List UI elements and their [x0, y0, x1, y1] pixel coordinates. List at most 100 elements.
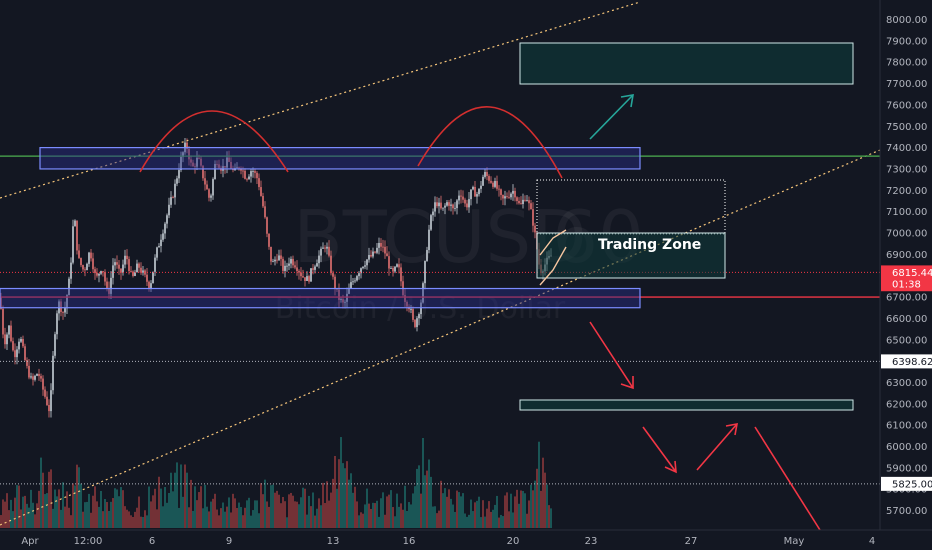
volume-bar	[530, 484, 532, 528]
candle-body	[12, 341, 14, 351]
volume-bar	[290, 492, 292, 528]
channel-upper-line	[0, 1, 641, 199]
volume-bar	[98, 506, 100, 528]
volume-bar	[510, 493, 512, 528]
candle-body	[476, 194, 478, 197]
target-zone-lower[interactable]	[519, 399, 854, 411]
candle-body	[380, 242, 382, 247]
volume-bar	[458, 492, 460, 528]
volume-bar	[536, 468, 538, 528]
volume-bar	[224, 511, 226, 528]
volume-bar	[526, 513, 528, 528]
volume-bar	[84, 502, 86, 528]
volume-bar	[88, 493, 90, 528]
candle-body	[456, 200, 458, 209]
time-axis[interactable]: Apr 12:00 6 9 13 16 20 23 27 May 4	[21, 536, 875, 547]
volume-bar	[394, 516, 396, 528]
volume-bar	[350, 473, 352, 528]
candle-body	[498, 188, 500, 190]
volume-bar	[188, 507, 190, 528]
candle-body	[444, 205, 446, 208]
volume-bar	[480, 517, 482, 528]
candle-body	[354, 280, 356, 282]
candle-body	[436, 202, 438, 207]
volume-bar	[488, 501, 490, 528]
volume-bar	[490, 511, 492, 528]
candle-body	[124, 255, 126, 265]
trading-zone-box[interactable]	[536, 232, 726, 279]
candle-body	[326, 246, 328, 249]
volume-bar	[194, 486, 196, 528]
volume-bar	[10, 499, 12, 528]
volume-bar	[384, 514, 386, 528]
volume-bar	[392, 507, 394, 528]
price-tag-label: 01:38	[892, 280, 921, 291]
candle-body	[176, 178, 178, 184]
candle-body	[44, 389, 46, 397]
candle-body	[134, 272, 136, 276]
volume-bar	[372, 502, 374, 528]
candle-body	[480, 185, 482, 189]
volume-bar	[142, 516, 144, 528]
candle-body	[206, 184, 208, 190]
candle-body	[496, 181, 498, 189]
volume-bar	[494, 504, 496, 528]
candle-body	[194, 166, 196, 168]
volume-bar	[260, 483, 262, 528]
volume-bar	[544, 472, 546, 528]
candle-body	[250, 171, 252, 177]
target-zone-upper[interactable]	[519, 42, 854, 85]
support-band[interactable]	[0, 287, 641, 309]
candle-body	[128, 259, 130, 271]
volume-bar	[22, 496, 24, 528]
volume-bar	[450, 498, 452, 528]
volume-bar	[550, 508, 552, 528]
candle-body	[278, 255, 280, 261]
candle-body	[396, 264, 398, 267]
candle-body	[530, 203, 532, 210]
candle-body	[0, 297, 2, 309]
volume-bar	[366, 488, 368, 528]
candle-body	[430, 215, 432, 230]
candle-body	[490, 180, 492, 183]
volume-bar	[70, 515, 72, 528]
candle-body	[474, 186, 476, 197]
volume-bar	[102, 511, 104, 528]
volume-bar	[156, 509, 158, 528]
candle-body	[118, 264, 120, 269]
volume-bar	[210, 501, 212, 528]
candle-body	[398, 264, 400, 268]
arrow-down-red-2	[642, 426, 677, 474]
candle-body	[180, 156, 182, 171]
volume-bar	[470, 499, 472, 528]
volume-bar	[60, 509, 62, 528]
volume-bar	[184, 464, 186, 528]
candle-body	[348, 287, 350, 294]
x-tick-label: 23	[585, 536, 598, 547]
volume-bar	[498, 517, 500, 528]
volume-bar	[64, 506, 66, 528]
candle-body	[28, 365, 30, 378]
volume-bar	[518, 503, 520, 528]
volume-bar	[216, 509, 218, 528]
volume-bar	[192, 510, 194, 528]
volume-bar	[524, 493, 526, 528]
candle-body	[482, 176, 484, 186]
volume-bar	[200, 486, 202, 528]
candle-body	[434, 202, 436, 212]
candle-body	[330, 255, 332, 274]
resistance-band[interactable]	[39, 147, 641, 170]
volume-bar	[424, 475, 426, 528]
volume-bar	[306, 514, 308, 528]
candle-body	[344, 301, 346, 303]
x-tick-label: 9	[226, 536, 232, 547]
volume-bar	[158, 476, 160, 528]
volume-bar	[334, 455, 336, 528]
candle-body	[422, 283, 424, 303]
volume-bar	[466, 516, 468, 528]
candle-body	[488, 176, 490, 181]
candle-body	[252, 171, 254, 172]
volume-bar	[436, 513, 438, 528]
volume-bar	[78, 467, 80, 528]
